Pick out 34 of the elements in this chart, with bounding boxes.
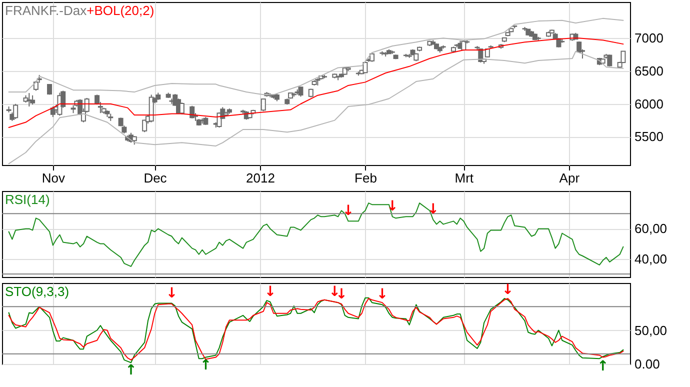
- y-tick-label: 5500: [634, 129, 664, 144]
- annotation: ↓: [166, 285, 178, 302]
- x-tick-label: Mrt: [454, 170, 474, 186]
- annotation: ↑: [125, 362, 137, 379]
- y-tick-label: 40,00: [634, 251, 668, 266]
- annotation: ↓: [264, 284, 276, 300]
- line-series: [8, 50, 624, 164]
- x-tick-label: Feb: [354, 170, 377, 186]
- line-series: [8, 38, 624, 128]
- annotation: ↑: [200, 357, 212, 374]
- annotation: ↓: [376, 286, 388, 303]
- x-tick-label: Dec: [144, 170, 168, 186]
- x-tick-label: Apr: [559, 170, 580, 186]
- annotation: ↓: [342, 203, 354, 220]
- x-tick-label: Nov: [42, 170, 66, 186]
- chart-title: RSI(14): [5, 192, 50, 207]
- candlestick: [179, 102, 184, 115]
- y-tick-label: 60,00: [634, 221, 668, 236]
- y-tick-label: 7000: [634, 30, 664, 46]
- candlestick: [260, 98, 266, 112]
- chart-title: STO(9,3,3): [5, 284, 70, 299]
- text: +BOL(20;2): [86, 3, 154, 18]
- annotation: ↓: [427, 202, 439, 218]
- y-tick-label: 6000: [634, 96, 664, 112]
- x-tick-label: 2012: [246, 170, 275, 186]
- candlestick: [142, 119, 148, 133]
- y-tick-label: 50,00: [634, 322, 668, 338]
- annotation: ↓: [502, 282, 514, 298]
- chart-title: FRANKF.-Dax: [5, 3, 88, 18]
- annotation: ↑: [596, 358, 609, 375]
- y-tick-label: 6500: [634, 64, 664, 79]
- line-series: [8, 18, 624, 96]
- annotation: ↓: [386, 198, 398, 215]
- y-tick-label: 0.00: [634, 356, 660, 372]
